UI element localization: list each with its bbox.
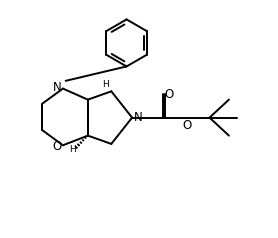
Text: N: N — [53, 81, 61, 94]
Text: N: N — [134, 111, 143, 124]
Text: H: H — [70, 145, 76, 154]
Text: O: O — [183, 119, 192, 132]
Text: O: O — [164, 88, 173, 101]
Polygon shape — [87, 87, 100, 100]
Text: H: H — [102, 80, 109, 89]
Text: O: O — [52, 140, 61, 153]
